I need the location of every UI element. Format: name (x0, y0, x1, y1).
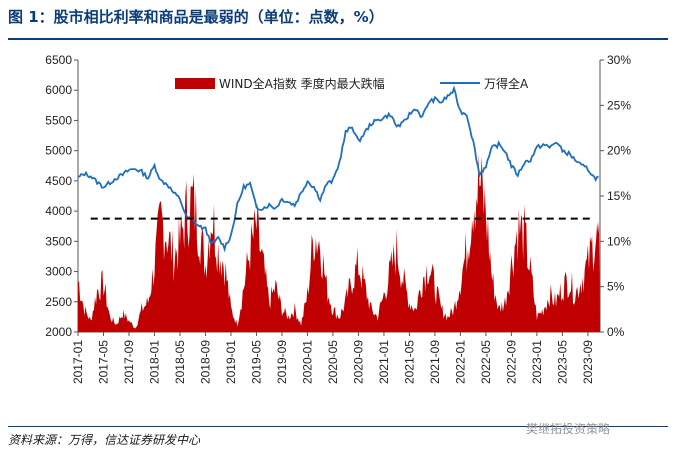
index-line-series (77, 85, 599, 253)
title-divider (8, 38, 668, 40)
x-tick-label: 2019-05 (249, 340, 263, 384)
y-left-tick-label: 6000 (45, 83, 72, 97)
x-tick-label: 2018-09 (198, 340, 212, 384)
x-tick-label: 2019-01 (224, 340, 238, 384)
y-left-tick-label: 5000 (45, 144, 72, 158)
y-left-tick-label: 3000 (45, 265, 72, 279)
chart-axes: 2000 2500 3000 3500 4000 4500 5000 5500 6000 6500… (45, 53, 631, 384)
x-tick-label: 2021-01 (377, 340, 391, 384)
y-left-tick-label: 2000 (45, 325, 72, 339)
index-line (77, 85, 599, 253)
x-tick-label: 2021-09 (428, 340, 442, 384)
x-tick-label: 2022-05 (479, 340, 493, 384)
x-tick-label: 2020-09 (351, 340, 365, 384)
y-right-tick-label: 20% (607, 144, 631, 158)
y-right-tick-label: 15% (607, 189, 631, 203)
legend-label-drawdown: WIND全A指数 季度内最大跌幅 (219, 76, 385, 91)
y-left-tick-label: 4000 (45, 204, 72, 218)
x-tick-label: 2023-01 (530, 340, 544, 384)
drawdown-area (78, 153, 600, 332)
x-tick-label: 2022-01 (453, 340, 467, 384)
legend-label-index: 万得全A (484, 76, 529, 91)
y-right-tick-label: 0% (607, 325, 625, 339)
x-tick-label: 2021-05 (402, 340, 416, 384)
y-right-tick-label: 5% (607, 280, 625, 294)
x-tick-label: 2017-05 (96, 340, 110, 384)
chart-title: 图 1：股市相比利率和商品是最弱的（单位：点数，%） (8, 8, 384, 26)
y-right-tick-label: 10% (607, 234, 631, 248)
y-right-tick-label: 30% (607, 53, 631, 67)
legend-swatch-drawdown (175, 78, 215, 89)
x-tick-label: 2020-05 (326, 340, 340, 384)
y-left-tick-label: 4500 (45, 174, 72, 188)
x-tick-label: 2017-09 (122, 340, 136, 384)
x-tick-label: 2020-01 (300, 340, 314, 384)
chart-legend: WIND全A指数 季度内最大跌幅 万得全A (175, 76, 529, 91)
x-tick-label: 2019-09 (275, 340, 289, 384)
drawdown-area-series (78, 153, 600, 332)
x-tick-label: 2023-05 (555, 340, 569, 384)
x-tick-label: 2017-01 (71, 340, 85, 384)
y-left-tick-label: 2500 (45, 295, 72, 309)
y-left-tick-label: 6500 (45, 53, 72, 67)
x-tick-label: 2023-09 (581, 340, 595, 384)
y-right-tick-label: 25% (607, 98, 631, 112)
chart-canvas: 2000 2500 3000 3500 4000 4500 5000 5500 6000 6500… (45, 53, 631, 384)
x-tick-label: 2022-09 (504, 340, 518, 384)
x-tick-label: 2018-01 (147, 340, 161, 384)
y-left-tick-label: 3500 (45, 234, 72, 248)
source-note: 资料来源：万得，信达证券研发中心 (8, 433, 201, 447)
x-tick-label: 2018-05 (173, 340, 187, 384)
watermark-text: 樊继拓投资策略 (526, 422, 611, 436)
y-left-tick-label: 5500 (45, 113, 72, 127)
source-divider (8, 426, 668, 427)
